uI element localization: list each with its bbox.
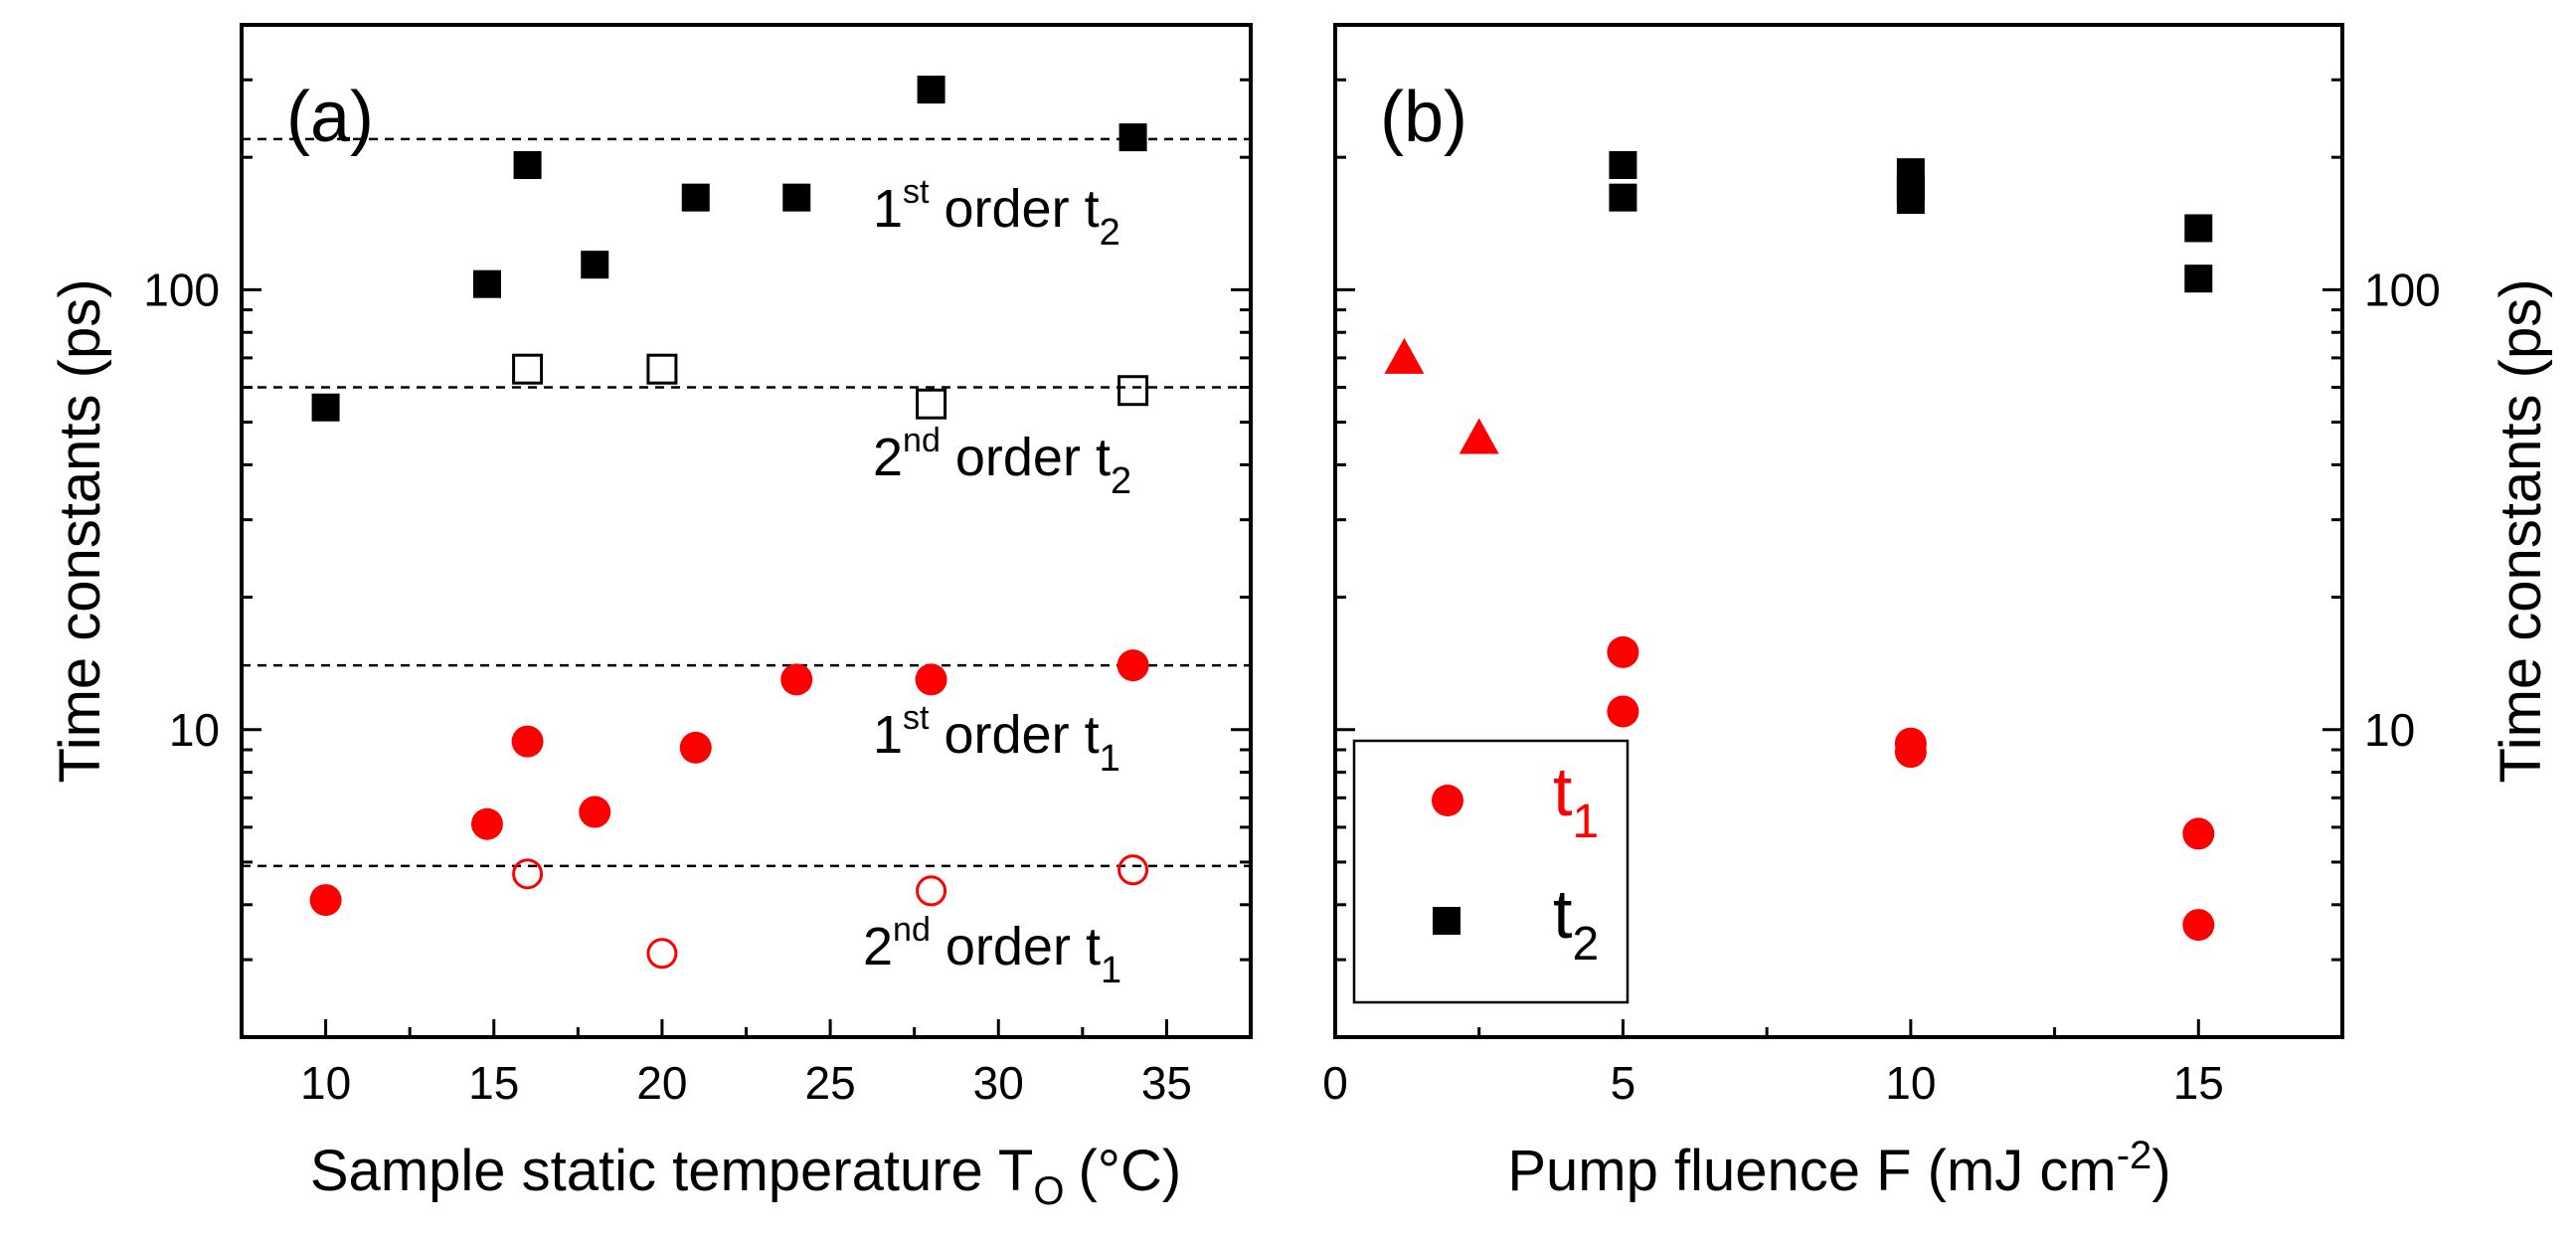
- panel-a-xlabel-sub: O: [1033, 1169, 1064, 1213]
- ref-label-sub: 1: [1100, 738, 1120, 780]
- reference-line-label: 2nd order t1: [863, 911, 1121, 991]
- x-tick-label: 5: [1611, 1057, 1636, 1109]
- legend-t2-symbol: t: [1553, 875, 1572, 953]
- data-point-square: [472, 269, 501, 298]
- legend-t1-sub: 1: [1572, 796, 1599, 848]
- ref-label-pre: 2: [863, 917, 893, 976]
- data-point-circle: [1894, 736, 1927, 769]
- x-tick-label: 25: [804, 1057, 855, 1109]
- data-point-square: [512, 353, 544, 385]
- panel-b-ylabel: Time constants (ps): [2489, 278, 2553, 783]
- data-point-circle: [511, 725, 544, 758]
- legend-t1-marker: [1432, 785, 1463, 816]
- data-point-circle: [470, 807, 503, 840]
- y-tick-label: 100: [143, 264, 220, 315]
- x-tick-label: 20: [636, 1057, 687, 1109]
- data-point-square: [1118, 123, 1147, 152]
- data-point-square: [917, 76, 945, 104]
- data-point-circle: [1117, 854, 1149, 886]
- panel-b-frame: [1333, 23, 2344, 1039]
- ref-label-sub: 1: [1101, 950, 1121, 991]
- ref-label-sup: nd: [893, 911, 931, 949]
- panel-a-label: (a): [286, 78, 374, 157]
- reference-line-label: 1st order t2: [873, 173, 1120, 254]
- ref-label-sup: st: [903, 699, 930, 737]
- data-point-square: [681, 183, 710, 212]
- panel-a-xlabel: Sample static temperature TO (°C): [310, 1139, 1181, 1213]
- legend-t1-symbol: t: [1553, 753, 1572, 830]
- x-tick-label: 30: [973, 1057, 1024, 1109]
- data-point-square: [1609, 183, 1637, 212]
- panel-b-xlabel-main: Pump fluence F: [1507, 1139, 1927, 1203]
- panel-b-xlabel-unit-close: ): [2151, 1139, 2170, 1203]
- data-point-circle: [2182, 909, 2215, 942]
- panel-a-xlabel-unit: (°C): [1078, 1139, 1181, 1203]
- legend-box: [1352, 739, 1630, 1004]
- panel-b-xlabel-unit: (mJ cm: [1928, 1139, 2117, 1203]
- x-tick-label: 0: [1322, 1057, 1348, 1109]
- panel-b-label: (b): [1380, 78, 1467, 157]
- ref-label-pre: 1: [873, 179, 903, 239]
- x-tick-label: 10: [1885, 1057, 1936, 1109]
- legend: t1 t2: [1352, 739, 1630, 1004]
- data-point-square: [2184, 214, 2213, 243]
- data-point-circle: [1607, 635, 1639, 668]
- data-point-square: [1609, 151, 1637, 180]
- data-point-triangle: [1459, 418, 1499, 454]
- ref-label-mid: order t: [941, 428, 1111, 487]
- data-point-square: [513, 151, 542, 180]
- data-point-triangle: [1384, 337, 1425, 374]
- panel-a-ylabel: Time constants (ps): [48, 278, 112, 783]
- reference-line-label: 2nd order t2: [873, 422, 1131, 502]
- ref-label-mid: order t: [930, 179, 1100, 239]
- y-tick-label: 10: [2364, 704, 2415, 756]
- x-tick-label: 10: [300, 1057, 351, 1109]
- x-tick-label: 15: [2173, 1057, 2224, 1109]
- ref-label-sup: nd: [903, 422, 941, 459]
- data-point-circle: [915, 663, 947, 696]
- data-point-square: [2184, 265, 2213, 293]
- ref-label-sub: 2: [1111, 460, 1131, 502]
- data-point-circle: [916, 875, 947, 907]
- y-tick-label: 10: [169, 704, 220, 756]
- ref-label-pre: 1: [873, 705, 903, 765]
- data-point-circle: [512, 858, 544, 890]
- data-point-circle: [1607, 695, 1639, 728]
- data-point-circle: [2182, 817, 2215, 850]
- reference-line-label: 1st order t1: [873, 699, 1120, 780]
- data-point-circle: [309, 884, 342, 917]
- x-tick-label: 35: [1141, 1057, 1192, 1109]
- legend-t2-marker: [1433, 907, 1460, 935]
- data-point-circle: [579, 796, 611, 828]
- ref-label-sub: 2: [1100, 212, 1120, 254]
- data-point-square: [581, 251, 609, 279]
- data-point-circle: [646, 938, 678, 970]
- data-point-square: [916, 388, 947, 420]
- data-point-square: [1117, 375, 1149, 407]
- data-point-circle: [1116, 649, 1149, 682]
- data-point-square: [782, 183, 811, 212]
- panel-b: 0 5 10 15 10 100 (b) Time constants (ps) Pump…: [1322, 23, 2553, 1203]
- panel-b-xlabel: Pump fluence F (mJ cm-2): [1507, 1134, 2170, 1203]
- ref-label-sup: st: [903, 173, 930, 211]
- data-point-square: [311, 393, 340, 422]
- ref-label-mid: order t: [931, 917, 1101, 976]
- panel-a-frame: [240, 23, 1253, 1039]
- legend-t2-label: t2: [1553, 875, 1599, 971]
- ref-label-pre: 2: [873, 428, 903, 487]
- ref-label-mid: order t: [930, 705, 1100, 765]
- legend-t1-label: t1: [1553, 753, 1599, 848]
- y-tick-label: 100: [2364, 264, 2441, 315]
- legend-t2-sub: 2: [1572, 918, 1599, 971]
- data-point-square: [1896, 186, 1925, 215]
- x-tick-label: 15: [468, 1057, 519, 1109]
- data-point-circle: [780, 663, 813, 696]
- data-point-circle: [679, 731, 712, 764]
- panel-a-xlabel-main: Sample static temperature T: [310, 1139, 1033, 1203]
- data-point-square: [646, 353, 678, 385]
- panel-b-xlabel-unit-sup: -2: [2117, 1134, 2152, 1177]
